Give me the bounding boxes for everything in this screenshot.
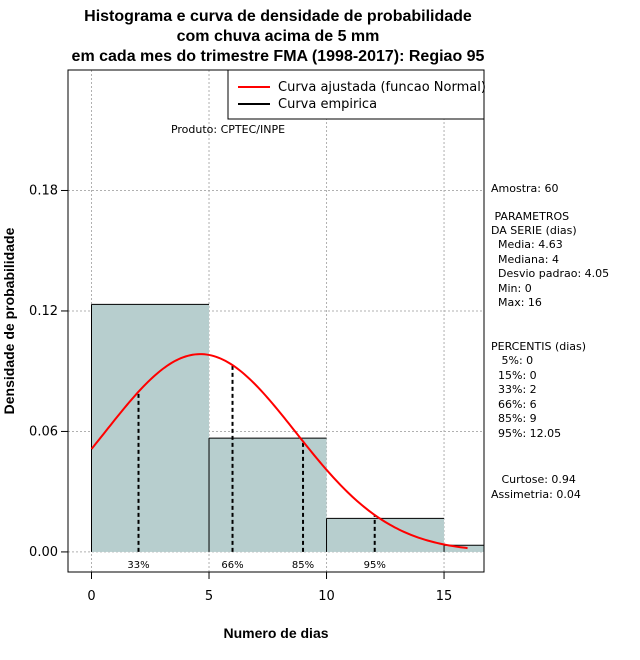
- legend-empirical-label: Curva empirica: [278, 97, 377, 112]
- legend-fitted-label: Curva ajustada (funcao Normal): [278, 80, 486, 95]
- percentile-label-95: 95%: [364, 560, 386, 571]
- x-tick-label: 0: [87, 589, 95, 604]
- percentile-label-66: 66%: [221, 560, 243, 571]
- title-line-1: Histograma e curva de densidade de proba…: [84, 8, 472, 25]
- y-tick-label: 0.06: [29, 424, 58, 439]
- stat-p95: 95%: 12.05: [491, 427, 562, 440]
- histogram-bar: [326, 518, 445, 552]
- x-tick-label: 5: [205, 589, 213, 604]
- percentile-lines: 33% 66% 85% 95%: [127, 365, 386, 571]
- chart-title: Histograma e curva de densidade de proba…: [72, 8, 485, 65]
- stat-max: Max: 16: [491, 296, 542, 309]
- x-axis-title: Numero de dias: [223, 625, 328, 641]
- stat-mediana: Mediana: 4: [491, 253, 559, 266]
- stat-amostra: Amostra: 60: [491, 182, 559, 195]
- stat-p33: 33%: 2: [491, 383, 537, 396]
- stat-p66: 66%: 6: [491, 398, 537, 411]
- stat-min: Min: 0: [491, 282, 532, 295]
- legend-box: [227, 69, 485, 120]
- stat-param-header-1: PARAMETROS: [491, 210, 570, 223]
- title-line-2: com chuva acima de 5 mm: [177, 28, 380, 45]
- stat-curtose: Curtose: 0.94: [491, 473, 576, 486]
- stat-percentis-header: PERCENTIS (dias): [491, 340, 587, 353]
- fitted-normal-curve: [90, 353, 468, 550]
- stat-p15: 15%: 0: [491, 369, 537, 382]
- stat-assimetria: Assimetria: 0.04: [491, 488, 581, 501]
- y-tick-label: 0.18: [29, 183, 58, 198]
- stat-p5: 5%: 0: [491, 354, 534, 367]
- title-line-3: em cada mes do trimestre FMA (1998-2017)…: [72, 48, 485, 65]
- stat-param-header-2: DA SERIE (dias): [491, 224, 577, 237]
- stat-p85: 85%: 9: [491, 412, 537, 425]
- y-tick-label: 0.00: [29, 545, 58, 560]
- x-tick-label: 15: [436, 589, 453, 604]
- product-annotation: Produto: CPTEC/INPE: [171, 123, 285, 136]
- percentile-label-33: 33%: [127, 560, 149, 571]
- y-tick-label: 0.12: [29, 304, 58, 319]
- axes: 0 5 10 15 0.00 0.06 0.12 0.18: [29, 183, 452, 604]
- x-tick-label: 10: [318, 589, 335, 604]
- histogram-bar: [91, 304, 210, 552]
- histogram-bars: [91, 303, 484, 552]
- stat-desvio: Desvio padrao: 4.05: [491, 267, 610, 280]
- legend: Curva ajustada (funcao Normal) Curva emp…: [227, 69, 486, 120]
- stat-media: Media: 4.63: [491, 238, 563, 251]
- y-axis-title: Densidade de probabilidade: [1, 227, 17, 414]
- percentile-label-85: 85%: [292, 560, 314, 571]
- histogram-bar: [209, 438, 327, 552]
